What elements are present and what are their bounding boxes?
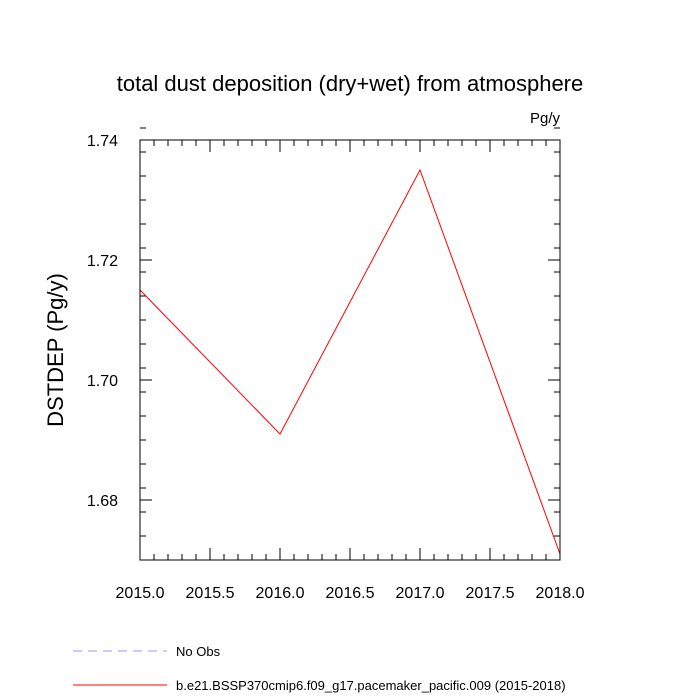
y-tick-labels: 1.68 1.70 1.72 1.74 (87, 133, 118, 510)
legend-label: No Obs (176, 644, 221, 659)
units-label: Pg/y (530, 110, 561, 127)
x-tick-label: 2018.0 (536, 585, 585, 602)
y-tick-label: 1.70 (87, 373, 118, 390)
x-tick-labels: 2015.0 2015.5 2016.0 2016.5 2017.0 2017.5 2018… (116, 585, 585, 602)
x-tick-label: 2015.5 (186, 585, 235, 602)
y-tick-label: 1.68 (87, 493, 118, 510)
x-tick-label: 2017.5 (466, 585, 515, 602)
series-group (139, 168, 561, 555)
x-tick-label: 2017.0 (396, 585, 445, 602)
y-axis-label: DSTDEP (Pg/y) (43, 273, 68, 427)
y-tick-label: 1.74 (87, 133, 118, 150)
x-tick-label: 2015.0 (116, 585, 165, 602)
ticks-group (139, 127, 561, 560)
plot-frame (139, 139, 561, 561)
legend: No Obs b.e21.BSSP370cmip6.f09_g17.pacemak… (73, 644, 566, 693)
y-tick-label: 1.72 (87, 253, 118, 270)
series-line-1 (139, 168, 561, 555)
x-tick-label: 2016.5 (326, 585, 375, 602)
chart-title: total dust deposition (dry+wet) from atm… (117, 71, 584, 96)
legend-label: b.e21.BSSP370cmip6.f09_g17.pacemaker_pac… (176, 678, 566, 693)
x-tick-label: 2016.0 (256, 585, 305, 602)
